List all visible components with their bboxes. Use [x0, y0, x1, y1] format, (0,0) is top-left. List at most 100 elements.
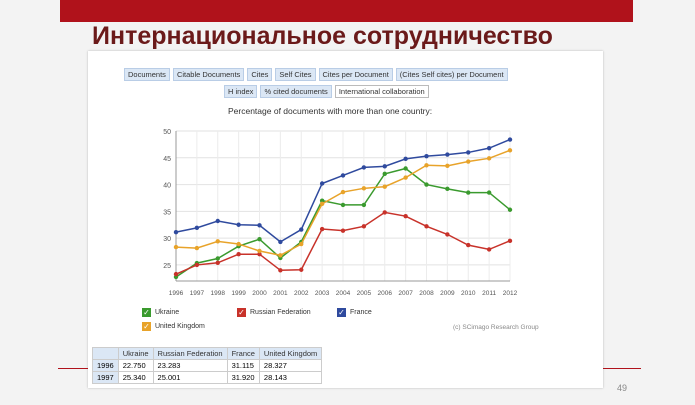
- data-point-france[interactable]: [466, 150, 471, 155]
- tab-cites-per-document[interactable]: Cites per Document: [318, 68, 393, 81]
- tab-pct-cited-documents[interactable]: % cited documents: [260, 85, 332, 98]
- data-point-ukraine[interactable]: [424, 182, 429, 187]
- data-point-ukraine[interactable]: [445, 186, 450, 192]
- data-point-france[interactable]: [278, 239, 283, 245]
- data-point-russian-federation[interactable]: [507, 238, 513, 244]
- data-point-ukraine[interactable]: [215, 256, 220, 261]
- data-point-france[interactable]: [361, 165, 367, 170]
- x-tick-label: 2012: [503, 290, 518, 297]
- credit-text: (c) SCimago Research Group: [453, 324, 539, 331]
- legend-item-russia[interactable]: ✓ Russian Federation: [237, 308, 311, 317]
- data-point-russian-federation[interactable]: [236, 252, 241, 257]
- data-point-russian-federation[interactable]: [278, 268, 283, 273]
- tab-cites[interactable]: Cites: [247, 68, 273, 81]
- data-point-ukraine[interactable]: [403, 166, 408, 171]
- data-point-russian-federation[interactable]: [215, 260, 220, 265]
- data-point-russian-federation[interactable]: [319, 226, 325, 232]
- data-point-russian-federation[interactable]: [466, 242, 471, 248]
- data-point-france[interactable]: [194, 225, 200, 231]
- data-point-russian-federation[interactable]: [257, 252, 262, 257]
- data-point-united-kingdom[interactable]: [361, 186, 367, 191]
- x-tick-label: 2011: [482, 290, 496, 297]
- data-point-france[interactable]: [340, 173, 346, 178]
- data-point-france[interactable]: [403, 156, 408, 162]
- data-point-united-kingdom[interactable]: [466, 159, 471, 164]
- data-point-united-kingdom[interactable]: [299, 241, 304, 247]
- legend-label: United Kingdom: [155, 323, 205, 330]
- data-point-russian-federation[interactable]: [424, 224, 429, 229]
- tab-documents[interactable]: Documents: [124, 68, 170, 81]
- y-tick-label: 50: [163, 129, 171, 136]
- data-point-united-kingdom[interactable]: [382, 184, 387, 189]
- data-point-france[interactable]: [173, 229, 179, 235]
- data-point-france[interactable]: [424, 153, 429, 159]
- table-cell: 28.327: [258, 359, 323, 372]
- data-point-france[interactable]: [319, 181, 325, 186]
- chart-title: Percentage of documents with more than o…: [228, 106, 433, 116]
- data-point-united-kingdom[interactable]: [340, 189, 346, 195]
- data-point-united-kingdom[interactable]: [173, 244, 179, 250]
- table-row: 1997 25.340 25.001 31.920 28.143: [92, 371, 323, 384]
- legend-item-ukraine[interactable]: ✓ Ukraine: [142, 308, 179, 317]
- tab-h-index[interactable]: H index: [224, 85, 258, 98]
- data-point-france[interactable]: [445, 152, 450, 157]
- tab-citable-documents[interactable]: Citable Documents: [172, 68, 245, 81]
- legend-item-france[interactable]: ✓ France: [337, 308, 372, 317]
- data-point-ukraine[interactable]: [507, 207, 513, 212]
- data-point-russian-federation[interactable]: [361, 224, 367, 229]
- x-tick-label: 2001: [273, 290, 288, 297]
- table-row: 1996 22.750 23.283 31.115 28.327: [92, 359, 323, 372]
- data-point-united-kingdom[interactable]: [424, 163, 429, 168]
- x-tick-label: 2000: [252, 290, 267, 297]
- tab-international-collaboration[interactable]: International collaboration: [334, 85, 429, 98]
- data-point-russian-federation[interactable]: [486, 247, 492, 252]
- x-tick-label: 1997: [190, 290, 205, 297]
- slide-title: Интернациональное сотрудничество: [92, 22, 553, 50]
- table-year-cell: 1996: [92, 359, 119, 372]
- data-point-united-kingdom[interactable]: [236, 241, 241, 247]
- data-point-ukraine[interactable]: [340, 202, 346, 208]
- data-point-ukraine[interactable]: [382, 171, 387, 177]
- data-point-united-kingdom[interactable]: [278, 253, 283, 258]
- table-header-cell: Russian Federation: [152, 347, 228, 360]
- data-point-france[interactable]: [257, 223, 262, 228]
- data-point-ukraine[interactable]: [257, 237, 262, 242]
- data-point-united-kingdom[interactable]: [445, 163, 450, 169]
- data-point-ukraine[interactable]: [319, 198, 325, 203]
- data-point-united-kingdom[interactable]: [257, 248, 262, 254]
- tab-cites-self-cites-per-document[interactable]: (Cites Self cites) per Document: [395, 68, 508, 81]
- y-tick-label: 35: [163, 209, 171, 216]
- legend-item-uk[interactable]: ✓ United Kingdom: [142, 322, 205, 331]
- data-point-russian-federation[interactable]: [340, 228, 346, 233]
- data-point-ukraine[interactable]: [466, 190, 471, 195]
- scimago-panel: Documents Citable Documents Cites Self Cite…: [88, 51, 603, 388]
- data-point-russian-federation[interactable]: [445, 232, 450, 237]
- data-point-russian-federation[interactable]: [173, 271, 179, 277]
- tab-row-1: Documents Citable Documents Cites Self Cite…: [124, 68, 564, 81]
- data-point-united-kingdom[interactable]: [194, 245, 200, 251]
- data-point-russian-federation[interactable]: [299, 267, 304, 272]
- data-point-france[interactable]: [382, 164, 387, 169]
- legend-check-icon: ✓: [142, 322, 151, 331]
- table-cell: 31.920: [226, 371, 260, 384]
- table-cell: 25.340: [117, 371, 154, 384]
- data-point-russian-federation[interactable]: [382, 210, 387, 215]
- x-tick-label: 2010: [461, 290, 476, 297]
- legend-check-icon: ✓: [337, 308, 346, 317]
- data-point-ukraine[interactable]: [361, 202, 367, 208]
- tab-self-cites[interactable]: Self Cites: [275, 68, 316, 81]
- data-point-france[interactable]: [215, 218, 220, 224]
- data-point-russian-federation[interactable]: [403, 213, 408, 219]
- data-point-france[interactable]: [486, 145, 492, 151]
- data-point-united-kingdom[interactable]: [486, 156, 492, 161]
- data-point-united-kingdom[interactable]: [319, 201, 325, 207]
- data-point-ukraine[interactable]: [486, 190, 492, 195]
- data-point-france[interactable]: [507, 137, 513, 142]
- data-point-united-kingdom[interactable]: [507, 148, 513, 153]
- table-cell: 25.001: [152, 371, 228, 384]
- data-point-france[interactable]: [299, 227, 304, 232]
- data-point-russian-federation[interactable]: [194, 262, 200, 268]
- data-point-france[interactable]: [236, 222, 241, 227]
- data-point-united-kingdom[interactable]: [215, 239, 220, 244]
- data-point-united-kingdom[interactable]: [403, 175, 408, 180]
